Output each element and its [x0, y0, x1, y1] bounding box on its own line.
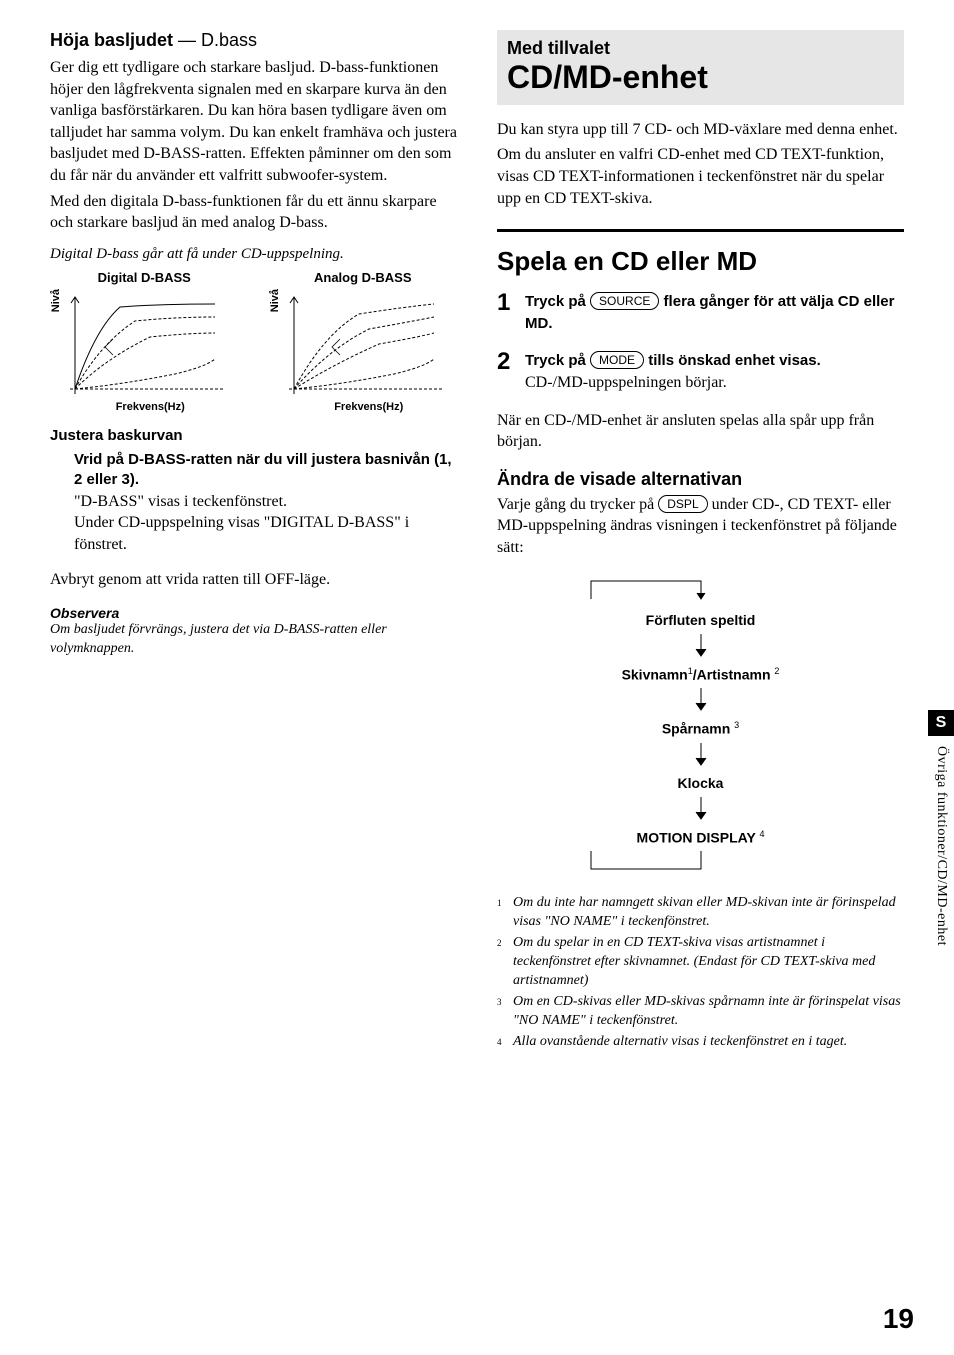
section-pre: Med tillvalet — [507, 38, 894, 60]
justera-p2: Under CD-uppspelning visas "DIGITAL D-BA… — [74, 512, 457, 555]
obs-head: Observera — [50, 605, 457, 621]
left-para2: Med den digitala D-bass-funktionen får d… — [50, 191, 457, 234]
chart-digital-ylabel: Nivå — [50, 289, 62, 312]
chart-digital: Digital D-BASS Nivå — [50, 270, 239, 413]
tab-letter: S — [928, 710, 954, 736]
obs-body: Om basljudet förvrängs, justera det via … — [50, 621, 457, 659]
step-1: 1 Tryck på SOURCE flera gånger för att v… — [497, 291, 904, 334]
chart-analog-xlabel: Frekvens(Hz) — [281, 401, 458, 413]
chart-analog-ylabel: Nivå — [269, 289, 281, 312]
flow-arrow-4 — [551, 797, 851, 823]
step2-a: Tryck på — [525, 352, 590, 369]
heading-suffix: — D.bass — [173, 30, 257, 50]
flow-n2b: /Artistnamn — [693, 666, 771, 682]
flow-loop-top — [551, 571, 851, 601]
fn3: 3Om en CD-skivas eller MD-skivas spårnam… — [497, 993, 904, 1031]
justera-p1: "D-BASS" visas i teckenfönstret. — [74, 491, 457, 513]
divider — [497, 229, 904, 232]
sub-para: Varje gång du trycker på DSPL under CD-,… — [497, 494, 904, 559]
justera-block: Vrid på D-BASS-ratten när du vill juster… — [74, 450, 457, 555]
after-steps: När en CD-/MD-enhet är ansluten spelas a… — [497, 410, 904, 453]
step-1-num: 1 — [497, 291, 515, 334]
left-para1: Ger dig ett tydligare och starkare baslj… — [50, 57, 457, 187]
fn1-text: Om du inte har namngett skivan eller MD-… — [513, 894, 904, 932]
mode-key: MODE — [590, 351, 644, 369]
big-head: Spela en CD eller MD — [497, 246, 904, 277]
left-column: Höja basljudet — D.bass Ger dig ett tydl… — [50, 30, 457, 1054]
flow-n3-sup: 3 — [734, 720, 739, 730]
step2-body: CD-/MD-uppspelningen börjar. — [525, 372, 904, 394]
flow-n3-text: Spårnamn — [662, 721, 730, 737]
step2-b: tills önskad enhet visas. — [644, 352, 821, 369]
flowchart: Förfluten speltid Skivnamn1/Artistnamn 2… — [551, 571, 851, 885]
flow-loop-bottom — [551, 851, 851, 879]
right-column: Med tillvalet CD/MD-enhet Du kan styra u… — [497, 30, 904, 1054]
flow-arrow-1 — [551, 634, 851, 660]
justera-bold: Vrid på D-BASS-ratten när du vill juster… — [74, 450, 457, 491]
flow-n1: Förfluten speltid — [551, 606, 851, 634]
step1-a: Tryck på — [525, 293, 590, 310]
fn4: 4Alla ovanstående alternativ visas i tec… — [497, 1033, 904, 1052]
flow-n2a: Skivnamn — [622, 666, 688, 682]
flow-n2-sup2: 2 — [774, 666, 779, 676]
heading-text: Höja basljudet — [50, 30, 173, 50]
charts-row: Digital D-BASS Nivå — [50, 270, 457, 413]
section-header: Med tillvalet CD/MD-enhet — [497, 30, 904, 105]
flow-arrow-2 — [551, 688, 851, 714]
cancel-line: Avbryt genom att vrida ratten till OFF-l… — [50, 569, 457, 591]
chart-digital-svg — [65, 289, 235, 399]
intro1: Du kan styra upp till 7 CD- och MD-växla… — [497, 119, 904, 141]
flow-n5: MOTION DISPLAY 4 — [551, 823, 851, 852]
fn2-text: Om du spelar in en CD TEXT-skiva visas a… — [513, 934, 904, 991]
flow-n5-text: MOTION DISPLAY — [637, 829, 756, 845]
sub-head: Ändra de visade alternativan — [497, 469, 904, 490]
flow-arrow-3 — [551, 743, 851, 769]
fn4-text: Alla ovanstående alternativ visas i teck… — [513, 1033, 847, 1052]
dspl-key: DSPL — [658, 495, 707, 513]
left-note: Digital D-bass går att få under CD-uppsp… — [50, 244, 457, 264]
page-number: 19 — [883, 1303, 914, 1335]
chart-digital-title: Digital D-BASS — [50, 270, 239, 285]
flow-n4: Klocka — [551, 769, 851, 797]
tab-text: Övriga funktioner/CD/MD-enhet — [933, 736, 949, 946]
flow-n5-sup: 4 — [759, 829, 764, 839]
fn1: 1Om du inte har namngett skivan eller MD… — [497, 894, 904, 932]
chart-analog-title: Analog D-BASS — [269, 270, 458, 285]
chart-analog-svg — [284, 289, 454, 399]
step-2-num: 2 — [497, 350, 515, 393]
flow-n3: Spårnamn 3 — [551, 714, 851, 743]
chart-digital-xlabel: Frekvens(Hz) — [62, 401, 239, 413]
source-key: SOURCE — [590, 292, 659, 310]
fn2: 2Om du spelar in en CD TEXT-skiva visas … — [497, 934, 904, 991]
sub-p-a: Varje gång du trycker på — [497, 496, 658, 513]
side-tab: S Övriga funktioner/CD/MD-enhet — [928, 710, 954, 946]
flow-n2: Skivnamn1/Artistnamn 2 — [551, 660, 851, 689]
step-2: 2 Tryck på MODE tills önskad enhet visas… — [497, 350, 904, 393]
justera-head: Justera baskurvan — [50, 427, 457, 444]
chart-analog: Analog D-BASS Nivå — [269, 270, 458, 413]
section-main: CD/MD-enhet — [507, 60, 894, 95]
footnotes: 1Om du inte har namngett skivan eller MD… — [497, 894, 904, 1051]
fn3-text: Om en CD-skivas eller MD-skivas spårnamn… — [513, 993, 904, 1031]
intro2: Om du ansluter en valfri CD-enhet med CD… — [497, 144, 904, 209]
left-heading: Höja basljudet — D.bass — [50, 30, 457, 51]
